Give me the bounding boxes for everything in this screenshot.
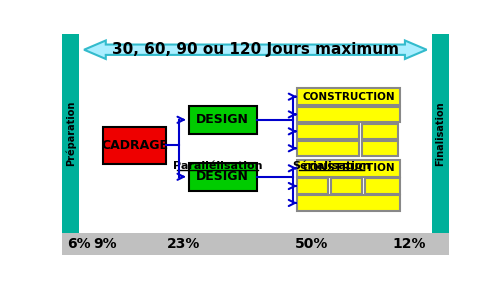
Text: 9%: 9%: [93, 237, 117, 251]
Bar: [103, 127, 166, 164]
Text: Parallélisation: Parallélisation: [173, 161, 262, 171]
Text: Finalisation: Finalisation: [436, 101, 446, 166]
Text: 23%: 23%: [167, 237, 201, 251]
Bar: [432, 34, 449, 233]
Bar: [297, 141, 359, 156]
Text: Préparation: Préparation: [66, 101, 76, 166]
Bar: [189, 163, 257, 191]
Text: 30, 60, 90 ou 120 Jours maximum: 30, 60, 90 ou 120 Jours maximum: [112, 42, 399, 57]
Bar: [297, 160, 400, 177]
Text: CADRAGE: CADRAGE: [101, 139, 168, 152]
Text: CONSTRUCTION: CONSTRUCTION: [302, 92, 395, 102]
Text: DESIGN: DESIGN: [197, 170, 249, 183]
Polygon shape: [84, 41, 427, 59]
Bar: [331, 178, 362, 194]
Text: 6%: 6%: [67, 237, 91, 251]
Text: DESIGN: DESIGN: [197, 113, 249, 126]
Text: Sérialisation: Sérialisation: [292, 161, 370, 171]
Bar: [62, 233, 449, 255]
Bar: [189, 106, 257, 134]
Text: 50%: 50%: [295, 237, 329, 251]
Bar: [365, 178, 400, 194]
Bar: [362, 124, 398, 139]
Text: 12%: 12%: [392, 237, 426, 251]
Bar: [297, 88, 400, 105]
Bar: [362, 141, 398, 156]
Bar: [297, 195, 400, 211]
Bar: [62, 34, 79, 233]
Text: CONSTRUCTION: CONSTRUCTION: [302, 163, 395, 173]
Bar: [297, 107, 400, 122]
Bar: [297, 124, 359, 139]
Bar: [297, 178, 328, 194]
